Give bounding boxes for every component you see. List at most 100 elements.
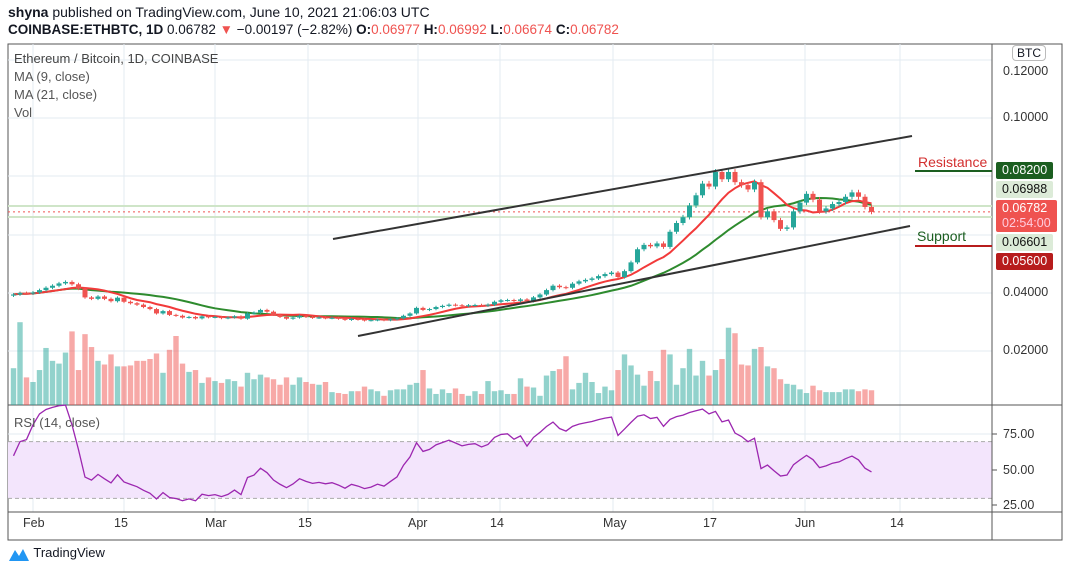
volume-bar — [654, 381, 660, 405]
candle-body — [433, 307, 439, 310]
volume-bar — [166, 349, 173, 405]
volume-bar — [121, 366, 127, 405]
volume-bar — [335, 393, 342, 405]
volume-bar — [576, 382, 582, 405]
volume-bar — [725, 327, 732, 405]
volume-bar — [680, 368, 686, 405]
volume-bar — [212, 381, 218, 405]
candle-body — [557, 285, 562, 288]
candle-body — [680, 217, 686, 224]
volume-bar — [433, 393, 439, 405]
candle-body — [199, 316, 205, 319]
legend-title[interactable]: Ethereum / Bitcoin, 1D, COINBASE — [14, 51, 219, 66]
candle-body — [791, 211, 796, 228]
volume-bar — [842, 389, 849, 405]
candle-body — [466, 305, 471, 307]
close-value: 0.06782 — [570, 22, 619, 37]
candle-body — [635, 249, 640, 263]
volume-bar — [732, 333, 738, 405]
currency-badge[interactable]: BTC — [1012, 45, 1046, 61]
candle-body — [420, 307, 426, 310]
volume-bar — [62, 352, 69, 405]
candle-body — [440, 305, 445, 308]
legend-ma9[interactable]: MA (9, close) — [14, 69, 90, 84]
candle-body — [336, 317, 341, 319]
candle-body — [492, 301, 497, 305]
candle-body — [251, 312, 257, 314]
lower-trendline — [357, 225, 911, 337]
ma9-price-tag: 0.06988 — [996, 181, 1054, 198]
candle-body — [667, 231, 673, 247]
volume-bar — [75, 370, 82, 405]
candle-body — [823, 208, 829, 212]
candle-body — [89, 297, 94, 299]
candle-body — [115, 297, 120, 302]
publish-text: published on TradingView.com, June 10, 2… — [48, 4, 430, 20]
volume-bar — [504, 393, 511, 405]
volume-bar — [225, 379, 231, 405]
volume-bar — [257, 374, 264, 405]
volume-bar — [10, 368, 17, 405]
rsi-axis-label: 75.00 — [1003, 427, 1035, 441]
volume-bar — [511, 393, 517, 405]
candle-body — [570, 283, 575, 288]
volume-bar — [797, 389, 803, 405]
candle-body — [804, 193, 809, 203]
legend-vol[interactable]: Vol — [14, 105, 33, 120]
volume-bar — [17, 322, 23, 405]
tradingview-logo[interactable]: TradingView — [8, 545, 105, 562]
candle-body — [271, 311, 276, 315]
candle-body — [576, 281, 582, 284]
candle-body — [609, 272, 614, 275]
candle-body — [459, 305, 465, 307]
volume-bar — [270, 379, 277, 405]
candle-body — [316, 317, 322, 319]
volume-bar — [218, 382, 225, 405]
volume-bar — [582, 372, 589, 405]
candle-body — [297, 315, 302, 318]
volume-bar — [777, 379, 784, 405]
volume-bar — [244, 372, 251, 405]
support-label[interactable]: Support — [917, 228, 967, 244]
candle-body — [167, 311, 172, 315]
volume-bar — [810, 385, 816, 405]
candle-body — [726, 171, 731, 180]
legend-ma21[interactable]: MA (21, close) — [14, 87, 98, 102]
price-axis-label: 0.10000 — [1003, 110, 1049, 124]
candle-body — [238, 316, 244, 319]
candle-body — [160, 311, 166, 314]
resistance-label[interactable]: Resistance — [918, 154, 988, 170]
candle-body — [394, 318, 400, 320]
down-arrow-icon: ▼ — [219, 22, 233, 37]
rsi-line — [12, 404, 872, 502]
candle-body — [713, 171, 718, 187]
candle-body — [303, 315, 309, 317]
candle-body — [258, 309, 263, 313]
volume-bar — [95, 360, 101, 405]
volume-bar — [283, 377, 290, 405]
volume-bar — [485, 381, 491, 405]
volume-bar — [238, 386, 244, 405]
volume-bar — [823, 392, 829, 405]
volume-bar — [108, 354, 114, 405]
candle-body — [544, 290, 549, 295]
volume-bar — [290, 384, 296, 405]
candle-body — [596, 276, 601, 279]
volume-bar — [251, 379, 257, 405]
volume-bar — [381, 395, 387, 405]
volume-bar — [43, 347, 49, 405]
time-axis-label: 14 — [890, 516, 904, 530]
ma21-line — [13, 196, 872, 320]
volume-bar — [160, 372, 166, 405]
legend-rsi[interactable]: RSI (14, close) — [14, 415, 100, 430]
last-price: 0.06782 — [167, 22, 216, 37]
support-price-tag: 0.05600 — [996, 253, 1054, 270]
volume-bar — [277, 384, 283, 405]
candle-body — [732, 171, 738, 183]
candle-body — [765, 211, 770, 218]
volume-bar — [140, 360, 147, 405]
volume-bar — [199, 382, 205, 405]
candle-body — [381, 319, 387, 321]
volume-bar — [719, 359, 725, 405]
